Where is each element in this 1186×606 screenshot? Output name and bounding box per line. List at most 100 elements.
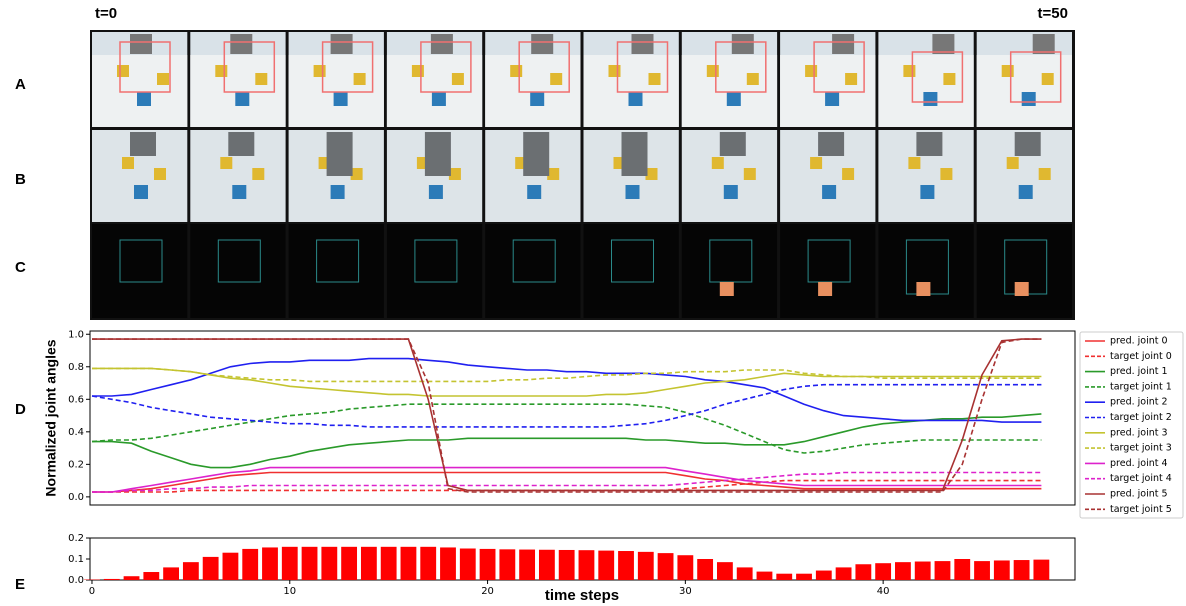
gripper: [932, 34, 955, 54]
gripper: [621, 132, 648, 176]
bar: [895, 562, 911, 580]
bar: [815, 570, 832, 580]
y-tick-label: 0.6: [68, 394, 84, 405]
y-tick-label: 0.4: [68, 427, 84, 438]
cube: [1014, 282, 1029, 296]
gripper: [832, 34, 855, 54]
time-label-start: t=0: [95, 5, 117, 22]
gripper: [330, 34, 353, 54]
data-line: [92, 357, 1042, 423]
bar: [400, 546, 417, 580]
gripper: [424, 132, 451, 176]
y-tick-label: 0.2: [68, 459, 84, 470]
cube: [625, 185, 640, 199]
bar: [479, 548, 496, 580]
bar: [420, 546, 437, 580]
attention-box: [316, 239, 360, 283]
bar: [103, 578, 120, 580]
cube: [232, 185, 247, 199]
cube: [330, 185, 345, 199]
frame: [92, 224, 188, 318]
cube: [122, 157, 134, 169]
attention-box: [611, 239, 654, 283]
cube: [805, 65, 818, 77]
bar: [519, 549, 536, 580]
cube: [550, 73, 563, 85]
cube: [719, 282, 734, 296]
bar: [1033, 559, 1050, 580]
y-tick-label: 1.0: [68, 329, 84, 340]
gripper: [731, 34, 754, 54]
data-line: [92, 471, 1042, 493]
frame: [780, 224, 876, 318]
table: [485, 55, 581, 127]
bar: [360, 546, 377, 580]
bar: [677, 555, 694, 580]
bar: [222, 552, 239, 580]
y-tick-label: 0.8: [68, 362, 84, 373]
table: [190, 55, 286, 127]
data-line: [91, 383, 1042, 428]
cube: [154, 168, 166, 180]
cube: [940, 168, 953, 180]
bar: [281, 546, 298, 580]
frame: [583, 224, 679, 318]
y-tick-label: 0.1: [68, 554, 84, 565]
bar: [578, 550, 595, 580]
table: [878, 55, 974, 127]
legend-label: pred. joint 2: [1110, 397, 1168, 408]
frame: [681, 224, 778, 318]
gripper: [1032, 34, 1055, 54]
frame: [386, 224, 483, 318]
bar: [182, 562, 199, 580]
cube: [923, 92, 938, 106]
gripper: [130, 34, 152, 54]
cube: [451, 73, 464, 85]
legend-label: pred. joint 0: [1110, 336, 1168, 347]
gripper: [531, 34, 554, 54]
cube: [333, 92, 348, 106]
gripper: [228, 132, 255, 156]
attention-box: [223, 41, 276, 93]
cube: [810, 157, 823, 169]
gripper: [719, 132, 746, 156]
bar: [301, 546, 318, 580]
legend-label: target joint 5: [1110, 504, 1172, 515]
bar: [202, 556, 219, 580]
gripper: [916, 132, 943, 156]
legend-label: target joint 1: [1110, 381, 1172, 392]
bar: [341, 546, 358, 580]
attention-box: [119, 41, 171, 93]
plot-frame: [89, 330, 1076, 506]
gripper: [523, 132, 550, 176]
cube: [723, 185, 738, 199]
cube: [645, 168, 658, 180]
cube: [448, 168, 461, 180]
panel-label: A: [15, 76, 26, 93]
data-line: [92, 413, 1042, 469]
cube: [726, 92, 741, 106]
bar: [380, 546, 397, 580]
bar: [934, 561, 951, 580]
bar: [914, 561, 931, 580]
panel-label: B: [15, 171, 26, 188]
bar: [657, 553, 674, 580]
table: [386, 55, 483, 127]
bar: [756, 571, 773, 580]
bar: [242, 548, 259, 580]
attention-box: [518, 41, 570, 93]
bar: [835, 567, 852, 580]
cube: [916, 282, 931, 296]
legend-label: pred. joint 4: [1110, 458, 1168, 469]
cube: [137, 92, 151, 106]
bar: [954, 559, 971, 580]
bar: [262, 547, 278, 580]
bar: [637, 551, 654, 580]
x-tick-label: 20: [481, 586, 494, 597]
table: [92, 55, 188, 127]
cube: [255, 73, 268, 85]
cube: [530, 92, 545, 106]
attention-box: [321, 41, 374, 93]
bar: [143, 572, 160, 580]
cube: [1018, 185, 1033, 199]
